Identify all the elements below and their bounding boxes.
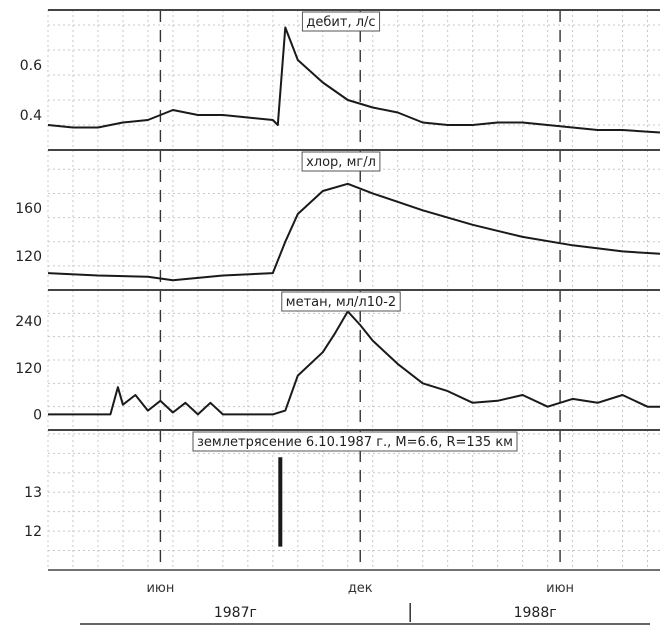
panel-title: землетрясение 6.10.1987 г., M=6.6, R=135… [197, 435, 513, 450]
panel-title-box [301, 11, 381, 32]
x-tick-label: июн [546, 581, 574, 596]
y-tick-label: 120 [15, 361, 42, 377]
y-tick-label: 12 [24, 524, 42, 540]
y-tick-label: 0 [33, 407, 42, 423]
y-tick-label: 13 [24, 485, 42, 501]
x-tick-label: дек [348, 581, 373, 596]
plot-area: 0.4 0.6 дебит, л/с 120 160 хлор, мг/л 0 120 240 м… [15, 9, 661, 571]
panel-title: метан, мл/л10-2 [286, 295, 396, 310]
series-line [48, 310, 660, 416]
y-tick-label: 160 [15, 201, 42, 217]
x-axis: июн дек июн 1987г 1988г [80, 581, 650, 625]
panel-title-box [281, 291, 401, 312]
year-label: 1987г [214, 605, 257, 621]
panel-title-box [192, 431, 518, 452]
y-tick-label: 120 [15, 249, 42, 265]
panel-title: дебит, л/с [306, 15, 375, 30]
series-line [47, 182, 661, 282]
panel-title-box [301, 151, 381, 172]
series-line [47, 26, 661, 134]
x-tick-label: июн [146, 581, 174, 596]
y-tick-label: 240 [15, 314, 42, 330]
year-label: 1988г [514, 605, 557, 621]
y-tick-label: 0.6 [20, 58, 42, 74]
panel-title: хлор, мг/л [306, 155, 376, 170]
y-tick-label: 0.4 [20, 108, 42, 124]
